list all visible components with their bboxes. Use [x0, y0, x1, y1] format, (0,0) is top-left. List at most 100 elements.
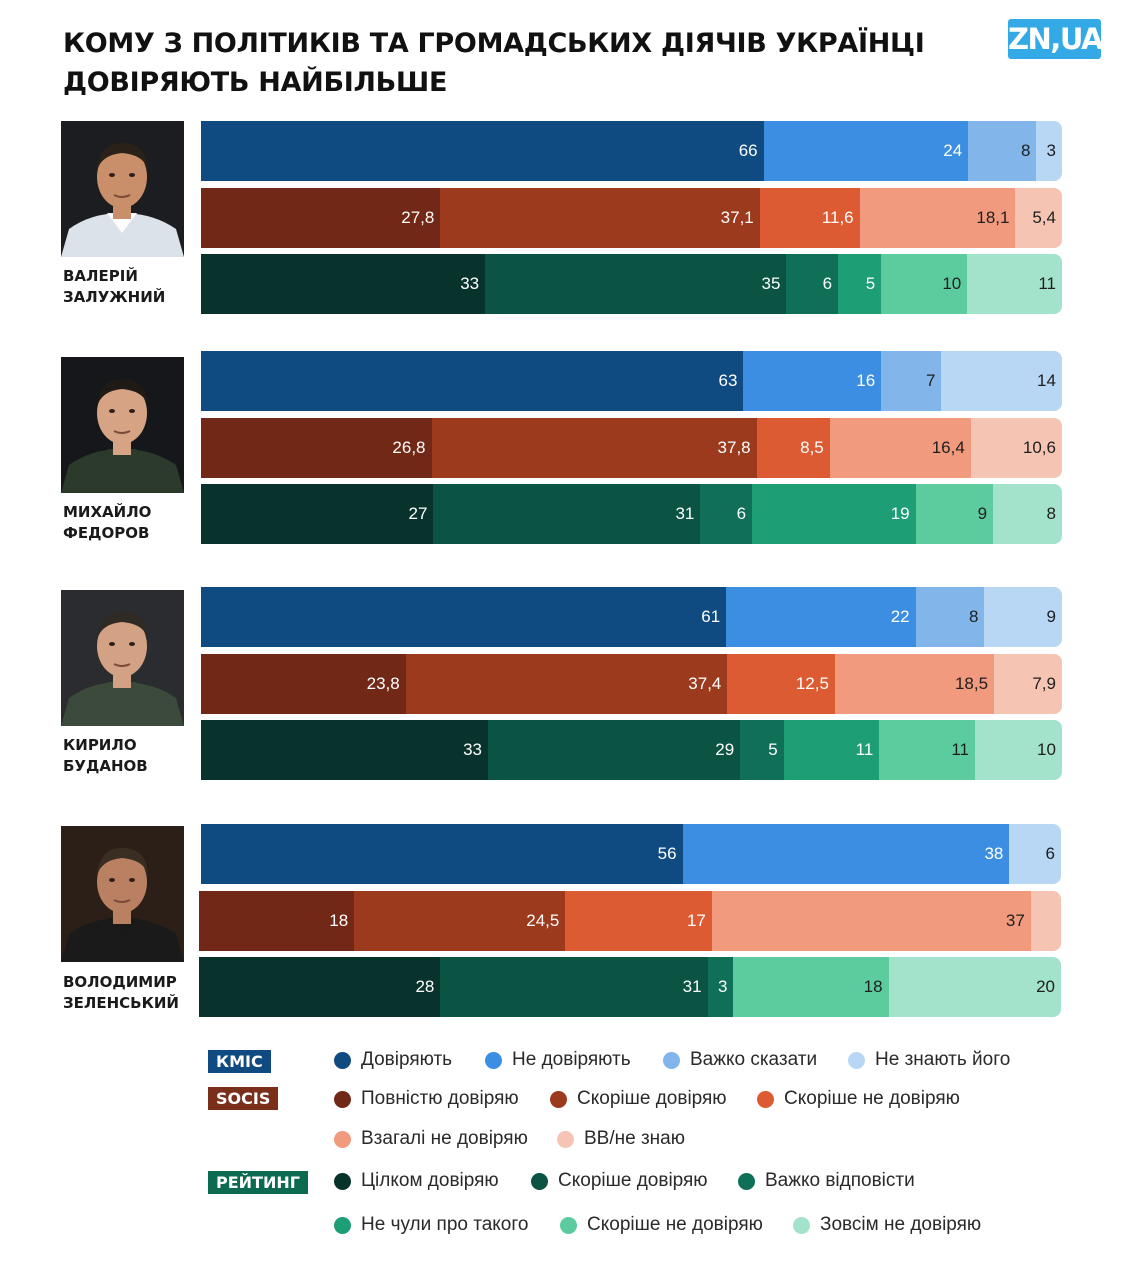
legend-swatch [663, 1051, 680, 1069]
rating-segment: 6 [786, 254, 839, 314]
kmis-segment: 24 [763, 121, 969, 181]
legend-label: Не знають його [875, 1049, 1011, 1070]
person-name: ВОЛОДИМИР ЗЕЛЕНСЬКИЙ [63, 972, 179, 1014]
legend-swatch [531, 1172, 548, 1190]
socis-segment: 18 [199, 891, 355, 951]
kmis-segment: 7 [881, 351, 942, 411]
rating-segment: 33 [201, 254, 486, 314]
legend-label: Не чули про такого [361, 1214, 529, 1235]
rating-segment: 28 [199, 957, 441, 1017]
legend-item: Скоріше довіряю [550, 1088, 727, 1110]
kmis-segment: 66 [201, 121, 764, 181]
legend-label: Цілком довіряю [361, 1170, 499, 1191]
legend-item: Не чули про такого [334, 1214, 528, 1236]
legend-label: Скоріше довіряю [558, 1170, 708, 1191]
kmis-bar: 61 22 8 9 [201, 587, 1062, 647]
kmis-segment: 6 [1009, 824, 1061, 884]
rating-segment: 35 [485, 254, 787, 314]
rating-segment: 18 [733, 957, 889, 1017]
socis-segment: 18,1 [859, 188, 1016, 248]
rating-segment: 10 [974, 720, 1062, 780]
socis-segment: 23,8 [201, 654, 406, 714]
kmis-segment: 56 [201, 824, 683, 884]
legend-swatch [334, 1216, 351, 1234]
kmis-segment: 3 [1036, 121, 1062, 181]
rating-segment: 6 [700, 484, 753, 544]
legend-swatch [334, 1090, 351, 1108]
rating-segment: 27 [201, 484, 434, 544]
legend-item: Довіряють [334, 1049, 452, 1071]
title-line-1: КОМУ З ПОЛІТИКІВ ТА ГРОМАДСЬКИХ ДІЯЧІВ У… [63, 28, 925, 59]
title-line-2: ДОВІРЯЮТЬ НАЙБІЛЬШЕ [63, 67, 448, 98]
socis-segment: 37,4 [405, 654, 728, 714]
rating-segment: 29 [487, 720, 741, 780]
socis-segment: 16,4 [829, 418, 971, 478]
rating-segment: 19 [752, 484, 916, 544]
legend-swatch [793, 1216, 810, 1234]
person-photo [61, 590, 184, 726]
person-photo [61, 121, 184, 257]
legend-item: Важко сказати [663, 1049, 817, 1071]
kmis-segment: 63 [201, 351, 744, 411]
rating-bar: 27 31 6 19 9 8 [201, 484, 1062, 544]
source-badge-socis: SOCIS [208, 1087, 279, 1110]
legend-label: Скоріше довіряю [577, 1088, 727, 1109]
kmis-bar: 66 24 8 3 [201, 121, 1062, 181]
kmis-segment: 16 [743, 351, 882, 411]
rating-segment: 5 [740, 720, 784, 780]
kmis-segment: 38 [682, 824, 1010, 884]
legend-item: Не довіряють [485, 1049, 631, 1071]
socis-segment: 5,4 [1015, 188, 1062, 248]
legend-swatch [334, 1172, 351, 1190]
rating-segment: 8 [993, 484, 1062, 544]
legend-item: Скоріше довіряю [531, 1170, 708, 1192]
person-name: КИРИЛО БУДАНОВ [63, 735, 148, 777]
socis-bar: 26,8 37,8 8,5 16,4 10,6 [201, 418, 1062, 478]
socis-segment: 7,9 [994, 654, 1062, 714]
rating-segment: 3 [707, 957, 734, 1017]
person-name-line: ЗАЛУЖНИЙ [63, 288, 166, 306]
person-name-line: ВАЛЕРІЙ [63, 267, 138, 285]
rating-segment: 5 [838, 254, 882, 314]
socis-bar: 27,8 37,1 11,6 18,1 5,4 [201, 188, 1062, 248]
legend-swatch [848, 1051, 865, 1069]
kmis-segment: 8 [915, 587, 985, 647]
legend-label: Важко сказати [690, 1049, 818, 1070]
socis-segment: 17 [565, 891, 712, 951]
person-name: ВАЛЕРІЙ ЗАЛУЖНИЙ [63, 266, 165, 308]
person-name-line: БУДАНОВ [63, 757, 148, 775]
kmis-segment: 22 [726, 587, 916, 647]
rating-segment: 10 [881, 254, 968, 314]
rating-segment: 31 [433, 484, 701, 544]
socis-segment: 26,8 [201, 418, 432, 478]
kmis-segment: 14 [941, 351, 1062, 411]
legend-item: Зовсім не довіряю [793, 1214, 981, 1236]
legend-label: Важко відповісти [765, 1170, 915, 1191]
socis-segment: 24,5 [354, 891, 566, 951]
legend-item: Скоріше не довіряю [560, 1214, 763, 1236]
legend-item: Скоріше не довіряю [757, 1088, 960, 1110]
legend-item: Повністю довіряю [334, 1088, 519, 1110]
legend-label: Не довіряють [512, 1049, 631, 1070]
socis-segment: 11,6 [759, 188, 860, 248]
person-name: МИХАЙЛО ФЕДОРОВ [63, 502, 151, 544]
legend-item: Цілком довіряю [334, 1170, 499, 1192]
socis-segment: 18,5 [834, 654, 995, 714]
socis-bar: 23,8 37,4 12,5 18,5 7,9 [201, 654, 1062, 714]
chart-title: КОМУ З ПОЛІТИКІВ ТА ГРОМАДСЬКИХ ДІЯЧІВ У… [63, 24, 963, 102]
legend-swatch [557, 1130, 574, 1148]
person-photo [61, 826, 184, 962]
legend-swatch [738, 1172, 755, 1190]
socis-segment: 37,8 [431, 418, 757, 478]
legend-swatch [485, 1051, 502, 1069]
legend-label: Довіряють [361, 1049, 453, 1070]
kmis-bar: 56 38 6 [201, 824, 1061, 884]
legend-item: Не знають його [848, 1049, 1010, 1071]
socis-segment: 37,1 [440, 188, 760, 248]
socis-segment: 12,5 [727, 654, 835, 714]
person-photo [61, 357, 184, 493]
legend-swatch [550, 1090, 567, 1108]
rating-segment: 20 [888, 957, 1061, 1017]
legend-label: ВВ/не знаю [584, 1128, 685, 1149]
legend-swatch [757, 1090, 774, 1108]
